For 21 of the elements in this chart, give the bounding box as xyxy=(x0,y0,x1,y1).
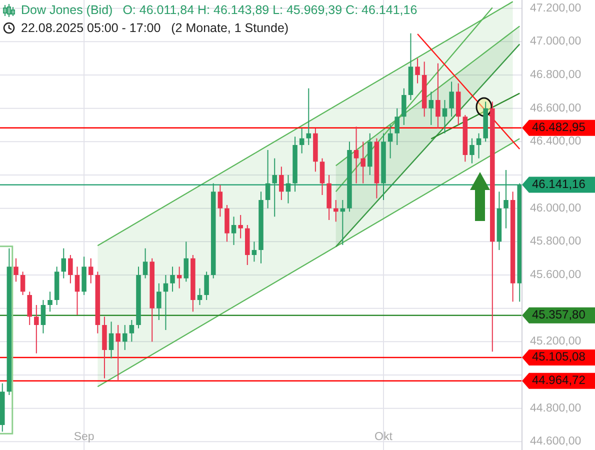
y-tick-label: 45.600,00 xyxy=(530,269,582,282)
annotation: 22.08.2025 05:00 - 17:00 (2 Monate, 1 Stunde) xyxy=(21,21,289,35)
y-tick-label: 46.800,00 xyxy=(530,69,582,82)
chart-subtitle: O: 46.011,84 H: 46.143,89 L: 45.969,39 C: 46.141,16 xyxy=(122,3,418,17)
y-tick-label: 44.600,00 xyxy=(530,436,582,448)
y-tick-label: 45.800,00 xyxy=(530,236,582,248)
y-tick-label: 47.200,00 xyxy=(530,2,582,14)
ref-line-label: 46.141,16 xyxy=(532,176,586,191)
ref-line-label: 46.482,95 xyxy=(532,120,586,134)
y-tick-label: 46.000,00 xyxy=(530,202,582,214)
x-tick-label: Okt xyxy=(374,431,394,443)
ref-line-label: 45.357,80 xyxy=(532,308,586,322)
y-tick-label: 46.600,00 xyxy=(530,102,582,114)
y-tick-label: 47.000,00 xyxy=(530,36,582,48)
ref-line-label: 45.105,08 xyxy=(532,350,586,364)
x-tick-label: Sep xyxy=(74,431,94,443)
chart-title: Dow Jones (Bid) xyxy=(21,3,113,17)
ref-line-label: 44.964,72 xyxy=(532,373,586,388)
y-tick-label: 46.400,00 xyxy=(530,136,582,148)
y-tick-label: 45.200,00 xyxy=(530,336,582,348)
y-tick-label: 44.800,00 xyxy=(530,402,582,414)
